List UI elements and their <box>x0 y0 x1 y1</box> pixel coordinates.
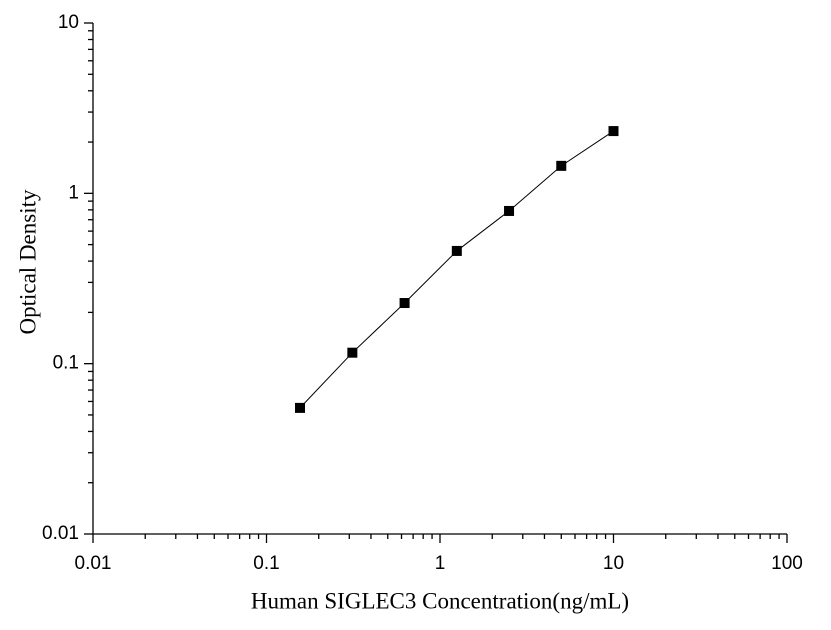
marker <box>399 298 410 309</box>
y-axis-title: Optical Density <box>15 189 40 334</box>
x-axis-title: Human SIGLEC3 Concentration(ng/mL) <box>251 588 629 613</box>
x-tick-label: 0.01 <box>75 553 112 574</box>
series-line <box>299 130 614 409</box>
x-tick-label: 0.1 <box>253 553 279 574</box>
x-tick-label: 1 <box>435 553 446 574</box>
y-tick-label: 10 <box>58 12 79 33</box>
marker <box>295 402 306 413</box>
marker <box>451 245 462 256</box>
marker <box>347 347 358 358</box>
marker <box>608 126 619 137</box>
marker <box>504 205 515 216</box>
x-tick-label: 100 <box>771 553 803 574</box>
marker <box>556 160 567 171</box>
x-tick-label: 10 <box>603 553 624 574</box>
y-tick-label: 1 <box>68 182 79 203</box>
y-tick-label: 0.01 <box>42 523 79 544</box>
y-tick-label: 0.1 <box>53 353 79 374</box>
